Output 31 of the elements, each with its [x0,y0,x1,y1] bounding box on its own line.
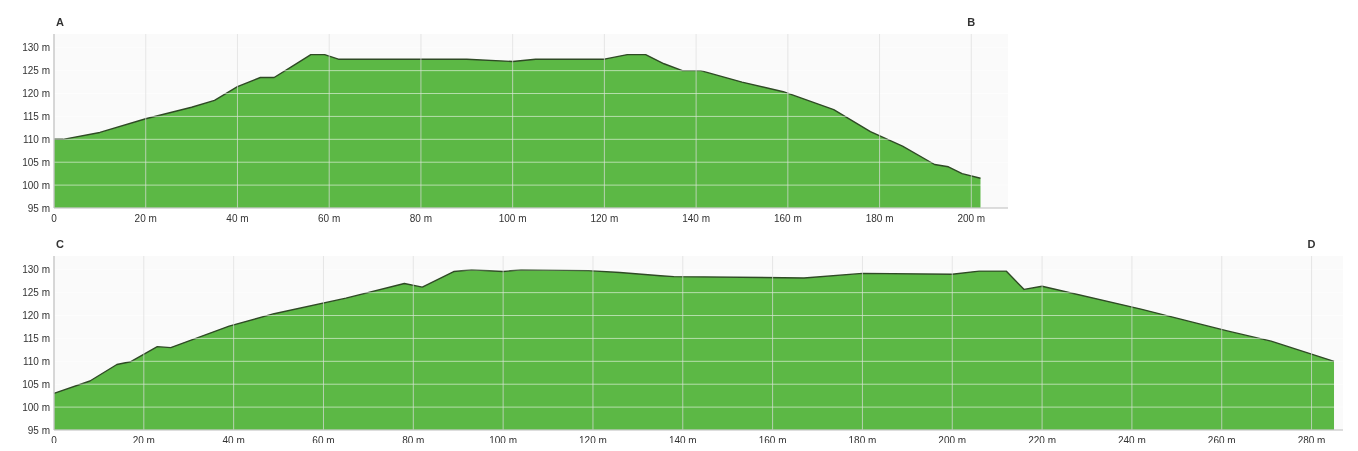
y-tick-label: 105 m [22,378,50,390]
x-tick-label: 160 m [773,213,802,224]
x-tick-label: 180 m [865,213,894,224]
y-tick-label: 110 m [22,133,50,145]
text: B [967,16,976,28]
y-tick-label: 120 m [22,310,50,322]
text: C [56,238,65,250]
text: D [1307,238,1316,250]
y-tick-label: 100 m [22,401,50,413]
x-tick-label: 200 m [957,213,986,224]
text: A [56,16,65,28]
y-tick-label: 105 m [22,156,50,168]
x-tick-label: 40 m [226,213,249,224]
y-tick-label: 110 m [22,355,50,367]
y-tick-label: 95 m [27,202,50,214]
y-tick-label: 130 m [22,264,50,276]
x-tick-label: 20 m [134,213,157,224]
y-tick-label: 100 m [22,179,50,191]
y-tick-label: 115 m [22,110,50,122]
y-tick-label: 125 m [22,287,50,299]
y-tick-label: 115 m [22,332,50,344]
x-tick-label: 100 m [498,213,527,224]
x-tick-label: 60 m [318,213,341,224]
y-tick-label: 125 m [22,65,50,77]
x-tick-label: 140 m [682,213,711,224]
y-tick-label: 120 m [22,88,50,100]
y-tick-label: 130 m [22,42,50,54]
y-tick-label: 95 m [27,424,50,436]
x-tick-label: 80 m [409,213,433,224]
x-tick-label: 0 [51,213,58,224]
x-tick-label: 120 m [590,213,619,224]
